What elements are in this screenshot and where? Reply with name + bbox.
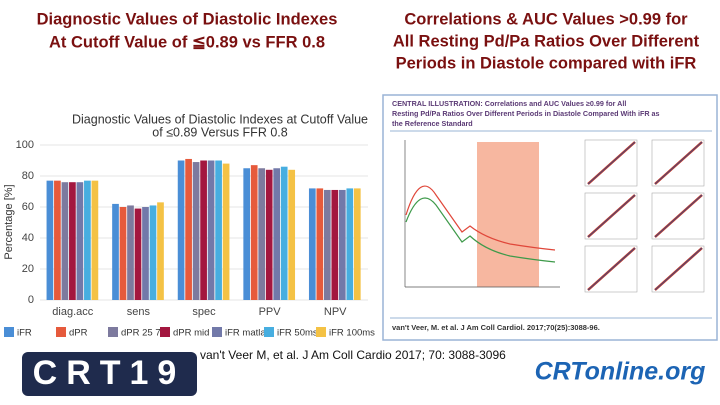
site-logo: CRTonline.org <box>535 358 706 386</box>
pressure-curve <box>405 197 556 263</box>
bar-chart: 0 20 40 60 80 100 diag.acc sens spec PPV NPV iFR dPR… <box>4 139 375 339</box>
bar <box>149 205 157 300</box>
slide-title-right: All Resting Pd/Pa Ratios Over Different <box>393 32 700 50</box>
y-tick-label: 100 <box>16 139 34 151</box>
pressure-curve <box>405 185 556 251</box>
bar <box>222 163 230 300</box>
legend-swatch <box>264 327 274 337</box>
bar <box>258 168 266 300</box>
bar <box>46 180 54 300</box>
y-tick-label: 20 <box>22 263 34 275</box>
legend-label: dPR 25 75 <box>121 328 166 339</box>
bar <box>127 205 134 300</box>
legend-swatch <box>108 327 118 337</box>
legend-label: iFR matlab <box>225 328 271 339</box>
slide-title-right: Periods in Diastole compared with iFR <box>396 54 697 72</box>
bar <box>207 160 215 300</box>
bar <box>288 169 296 300</box>
bar <box>157 202 164 300</box>
bar <box>84 180 91 300</box>
legend-label: iFR 50ms <box>277 328 318 339</box>
bar <box>177 160 185 300</box>
scatter-panel <box>584 192 638 240</box>
chart-title: Diagnostic Values of Diastolic Indexes a… <box>72 112 368 126</box>
bar <box>215 160 222 300</box>
legend-swatch <box>160 327 170 337</box>
scatter-fit <box>587 141 703 291</box>
chart-title: of ≤0.89 Versus FFR 0.8 <box>152 125 287 139</box>
legend-label: dPR mid <box>173 328 209 339</box>
bar <box>331 189 339 300</box>
bar <box>280 166 288 300</box>
bar <box>134 208 142 300</box>
legend-swatch <box>212 327 222 337</box>
bar <box>265 169 273 300</box>
x-tick-label: spec <box>192 306 216 318</box>
x-tick-label: sens <box>127 306 151 318</box>
shaded-period <box>477 142 539 287</box>
bar <box>69 182 76 300</box>
y-tick-label: 0 <box>28 294 34 306</box>
slide-title-left: At Cutoff Value of ≦0.89 vs FFR 0.8 <box>49 33 325 51</box>
legend-label: iFR 100ms <box>329 328 375 339</box>
bar <box>61 182 69 300</box>
illustration-heading: the Reference Standard <box>392 119 473 128</box>
bar <box>119 207 127 300</box>
scatter-panel <box>584 245 638 293</box>
bar <box>323 189 331 300</box>
scatter-panel <box>584 139 638 187</box>
bar <box>250 165 258 300</box>
illustration-heading: CENTRAL ILLUSTRATION: Correlations and A… <box>392 99 626 108</box>
bar <box>200 160 207 300</box>
bar <box>54 180 61 300</box>
legend-swatch <box>316 327 326 337</box>
illustration-citation: van't Veer, M. et al. J Am Coll Cardiol.… <box>392 323 600 332</box>
y-tick-label: 80 <box>22 170 34 182</box>
bar <box>316 188 324 300</box>
y-axis-label: Percentage [%] <box>3 184 15 259</box>
bar <box>346 188 354 300</box>
scatter-panel <box>651 245 705 293</box>
bar <box>76 182 84 300</box>
x-tick-label: diag.acc <box>52 306 93 318</box>
legend-swatch <box>4 327 14 337</box>
bar <box>91 180 99 300</box>
x-tick-label: NPV <box>324 306 347 318</box>
legend-label: dPR <box>69 328 88 339</box>
bar <box>353 188 361 300</box>
illustration-heading: Resting Pd/Pa Ratios Over Different Peri… <box>392 109 660 118</box>
central-illustration: CENTRAL ILLUSTRATION: Correlations and A… <box>382 94 718 341</box>
logo: CRT19 <box>33 354 186 392</box>
bar <box>185 158 192 300</box>
slide-title-right: Correlations & AUC Values >0.99 for <box>404 10 688 28</box>
bar <box>112 203 119 300</box>
bar <box>243 168 251 300</box>
scatter-panels <box>584 139 705 293</box>
legend-label: iFR <box>17 328 32 339</box>
slide-title-left: Diagnostic Values of Diastolic Indexes <box>37 10 338 28</box>
bar <box>308 188 316 300</box>
legend-swatch <box>56 327 66 337</box>
bar <box>273 168 281 300</box>
scatter-panel <box>651 192 705 240</box>
scatter-panel <box>651 139 705 187</box>
bar <box>142 207 149 300</box>
footer: CRT19 van't Veer M, et al. J Am Coll Car… <box>0 345 720 405</box>
y-tick-label: 60 <box>22 201 34 213</box>
y-tick-label: 40 <box>22 232 34 244</box>
bar <box>192 162 200 300</box>
bar <box>338 189 346 300</box>
x-tick-label: PPV <box>259 306 282 318</box>
logo-box <box>22 352 197 396</box>
citation: van't Veer M, et al. J Am Coll Cardio 20… <box>200 348 506 362</box>
illustration-frame <box>382 94 718 341</box>
